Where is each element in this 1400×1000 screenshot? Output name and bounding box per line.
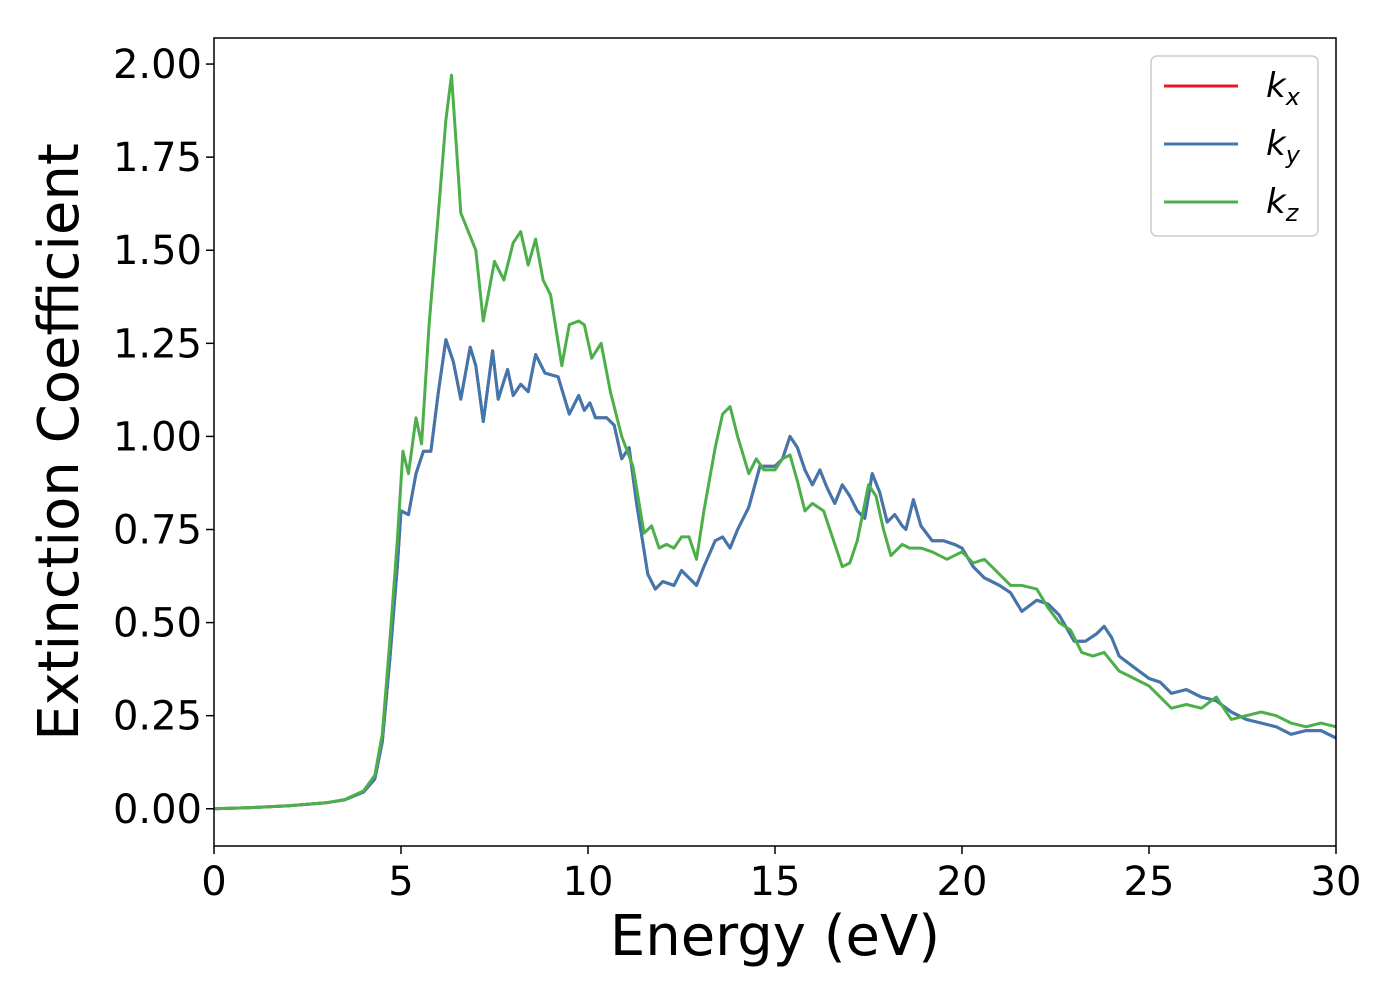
x-tick-label: 30 [1311, 859, 1362, 905]
legend-box [1150, 55, 1319, 237]
x-tick-label: 20 [937, 859, 988, 905]
y-tick-label: 0.25 [113, 694, 202, 740]
y-tick-label: 0.75 [113, 508, 202, 554]
y-axis-title: Extinction Coefficient [27, 143, 92, 741]
y-tick-label: 0.50 [113, 601, 202, 647]
y-tick-label: 1.75 [113, 135, 202, 181]
x-tick-label: 15 [750, 859, 801, 905]
x-axis: 0 5 10 15 20 25 30 [201, 846, 1361, 905]
x-axis-title: Energy (eV) [610, 904, 940, 969]
y-tick-label: 1.50 [113, 228, 202, 274]
x-tick-label: 10 [563, 859, 614, 905]
series-line-k-z [213, 73, 1337, 811]
x-tick-label: 0 [201, 859, 226, 905]
y-tick-label: 0.00 [113, 787, 202, 833]
y-tick-label: 1.25 [113, 321, 202, 367]
x-tick-label: 25 [1124, 859, 1175, 905]
x-tick-label: 5 [388, 859, 413, 905]
y-tick-label: 1.00 [113, 414, 202, 460]
series-layer [213, 73, 1337, 811]
y-axis: 0.00 0.25 0.50 0.75 1.00 1.25 1.50 1.75 2.00 [113, 42, 214, 833]
y-tick-label: 2.00 [113, 42, 202, 88]
